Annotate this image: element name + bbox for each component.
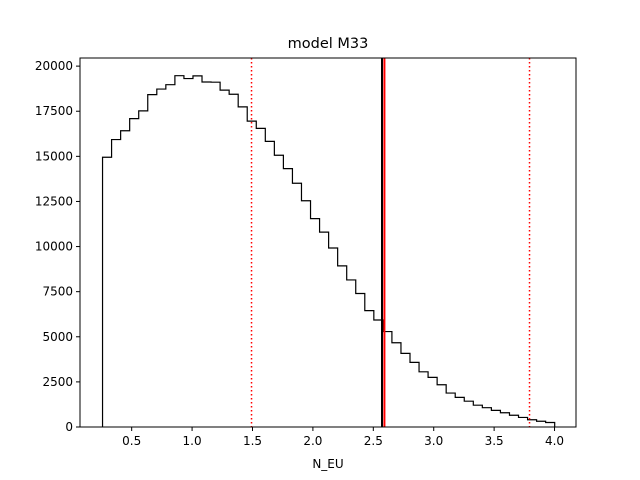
histogram-bin bbox=[301, 201, 310, 427]
y-tick-label: 20000 bbox=[35, 59, 73, 73]
histogram-bin bbox=[347, 280, 356, 427]
histogram-bin bbox=[419, 372, 428, 427]
histogram-bin bbox=[256, 128, 265, 427]
histogram-bin bbox=[148, 95, 157, 427]
y-tick-label: 12500 bbox=[35, 194, 73, 208]
histogram-bin bbox=[537, 421, 546, 427]
x-tick-label: 3.5 bbox=[485, 434, 504, 448]
histogram-bin bbox=[274, 155, 283, 427]
histogram-bin bbox=[329, 248, 338, 427]
x-tick-label: 0.5 bbox=[122, 434, 141, 448]
histogram-bin bbox=[491, 410, 500, 427]
x-axis-label: N_EU bbox=[312, 457, 343, 471]
histogram-bin bbox=[112, 140, 121, 427]
y-tick-label: 17500 bbox=[35, 104, 73, 118]
histogram-bin bbox=[392, 343, 401, 427]
histogram-bin bbox=[175, 76, 184, 427]
histogram-bin bbox=[220, 90, 229, 427]
y-tick-label: 10000 bbox=[35, 240, 73, 254]
histogram-bin bbox=[356, 293, 365, 427]
histogram-bin bbox=[311, 219, 320, 427]
histogram-bin bbox=[139, 111, 148, 427]
histogram-bin bbox=[365, 311, 374, 427]
histogram-bin bbox=[482, 408, 491, 427]
axes-frame bbox=[79, 57, 577, 428]
x-tick-label: 1.0 bbox=[183, 434, 202, 448]
histogram-bin bbox=[446, 393, 455, 427]
x-tick-label: 2.0 bbox=[303, 434, 322, 448]
histogram-bin bbox=[509, 415, 518, 427]
y-tick-label: 7500 bbox=[42, 285, 73, 299]
histogram-bin bbox=[283, 169, 292, 427]
histogram-bin bbox=[238, 107, 247, 427]
histogram-bin bbox=[211, 82, 220, 427]
y-tick-label: 2500 bbox=[42, 375, 73, 389]
histogram-bin bbox=[265, 141, 274, 427]
histogram-bin bbox=[193, 76, 202, 427]
y-tick-label: 15000 bbox=[35, 149, 73, 163]
x-tick-label: 3.0 bbox=[424, 434, 443, 448]
histogram-bin bbox=[103, 157, 112, 427]
y-axis: 0 2500 5000 7500 10000 12500 15000 17500 20000 bbox=[35, 59, 80, 434]
histogram-bin bbox=[320, 232, 329, 427]
histogram-bin bbox=[401, 353, 410, 427]
histogram-bin bbox=[157, 89, 166, 427]
histogram-bin bbox=[464, 401, 473, 427]
histogram-bin bbox=[410, 362, 419, 427]
histogram-step-line bbox=[101, 75, 556, 427]
histogram-bin bbox=[455, 397, 464, 427]
histogram-bin bbox=[437, 385, 446, 427]
histogram-bin bbox=[184, 79, 193, 427]
histogram-bin bbox=[338, 266, 347, 427]
histogram-bin bbox=[130, 119, 139, 427]
x-tick-label: 4.0 bbox=[545, 434, 564, 448]
x-tick-label: 2.5 bbox=[364, 434, 383, 448]
chart-title: model M33 bbox=[288, 36, 369, 52]
x-axis: 0.5 1.0 1.5 2.0 2.5 3.0 3.5 4.0 bbox=[122, 427, 564, 448]
histogram-bin bbox=[229, 94, 238, 427]
plot-area bbox=[101, 58, 556, 427]
histogram-bin bbox=[519, 417, 528, 427]
histogram-bin bbox=[202, 82, 211, 427]
histogram-bin bbox=[500, 413, 509, 427]
histogram-bin bbox=[473, 405, 482, 427]
histogram-bin bbox=[292, 183, 301, 427]
x-tick-label: 1.5 bbox=[243, 434, 262, 448]
histogram-bin bbox=[166, 85, 175, 427]
y-tick-label: 5000 bbox=[42, 330, 73, 344]
histogram-bin bbox=[121, 131, 130, 427]
y-tick-label: 0 bbox=[65, 420, 73, 434]
histogram-bin bbox=[546, 422, 555, 427]
histogram-bin bbox=[428, 377, 437, 427]
